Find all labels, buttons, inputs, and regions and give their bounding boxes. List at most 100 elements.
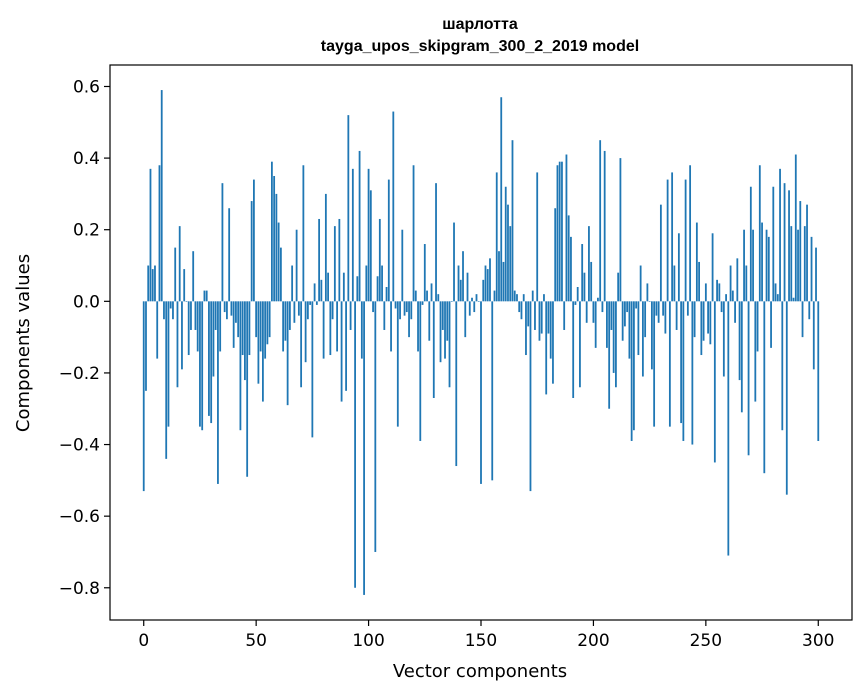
- bar: [336, 301, 338, 352]
- bar: [338, 218, 341, 302]
- bar: [682, 301, 685, 441]
- bar: [684, 179, 687, 302]
- bar: [183, 269, 186, 302]
- bar: [585, 301, 588, 323]
- bar: [662, 301, 665, 316]
- bar: [432, 301, 435, 398]
- bar: [297, 301, 300, 316]
- bar: [313, 283, 316, 302]
- bar: [691, 301, 694, 445]
- bar: [363, 301, 365, 595]
- bar: [570, 236, 572, 302]
- bar: [565, 154, 568, 302]
- bar: [295, 229, 298, 302]
- bar: [556, 165, 559, 302]
- bar: [509, 226, 512, 302]
- bar: [491, 301, 494, 481]
- bar: [716, 279, 718, 302]
- bar: [711, 233, 714, 302]
- y-axis-ticks: −0.8 −0.6 −0.4 −0.2 0.0 0.2 0.4 0.6: [59, 77, 110, 599]
- bar: [738, 301, 741, 381]
- bar: [774, 283, 777, 302]
- bar: [446, 301, 449, 341]
- bar: [414, 290, 417, 302]
- bar: [273, 176, 276, 302]
- bar: [772, 186, 775, 302]
- bar: [408, 301, 410, 338]
- bar: [304, 301, 307, 363]
- bar: [709, 301, 712, 345]
- x-tick-label: 0: [138, 631, 149, 651]
- bar: [217, 301, 219, 484]
- bar: [322, 301, 325, 359]
- bar: [453, 222, 455, 302]
- bar: [794, 154, 797, 302]
- bar: [673, 265, 676, 302]
- bar: [340, 301, 343, 402]
- bar: [594, 301, 597, 348]
- bar: [147, 265, 150, 302]
- bar: [729, 265, 732, 302]
- bar: [522, 294, 525, 302]
- bar: [185, 301, 188, 302]
- bar: [612, 301, 615, 373]
- bar: [435, 183, 437, 302]
- bar: [500, 97, 503, 302]
- bar: [450, 301, 453, 302]
- bar: [387, 179, 390, 302]
- bar: [378, 218, 381, 302]
- bar: [329, 301, 332, 356]
- bar: [626, 301, 629, 313]
- bar: [230, 301, 233, 316]
- bar: [462, 251, 464, 302]
- bar: [740, 301, 743, 413]
- bar: [401, 229, 404, 302]
- bar: [646, 283, 649, 302]
- bar: [223, 301, 226, 313]
- bar: [540, 301, 543, 334]
- bar: [421, 301, 424, 305]
- bar: [671, 172, 674, 302]
- bar: [486, 269, 489, 302]
- bar: [241, 301, 244, 356]
- bar-series: [142, 90, 820, 595]
- bar: [713, 301, 716, 463]
- bar: [545, 301, 548, 395]
- bar: [174, 247, 177, 302]
- x-tick-label: 250: [690, 631, 722, 651]
- bar: [810, 236, 813, 302]
- bar: [693, 301, 696, 338]
- bar: [253, 179, 255, 302]
- bar: [221, 183, 224, 302]
- x-axis-ticks: 0 50 100 150 200 250 300: [138, 620, 834, 651]
- bar: [788, 190, 790, 302]
- x-tick-label: 50: [245, 631, 267, 651]
- bar: [419, 301, 422, 441]
- bar: [621, 301, 624, 341]
- y-axis-label: Components values: [13, 254, 34, 432]
- bar: [309, 301, 312, 305]
- bar: [212, 301, 215, 377]
- bar: [808, 301, 811, 320]
- bar: [286, 301, 289, 406]
- bar: [327, 272, 329, 302]
- bar: [349, 301, 352, 330]
- bar: [210, 301, 213, 424]
- bar: [426, 290, 428, 302]
- bar: [664, 301, 667, 334]
- bar: [385, 287, 388, 302]
- bar: [498, 251, 500, 302]
- bar: [720, 301, 723, 313]
- bar: [178, 226, 181, 302]
- bar: [689, 165, 692, 302]
- bar: [376, 276, 379, 302]
- bar: [702, 301, 705, 341]
- y-tick-label: 0.2: [73, 221, 100, 241]
- y-tick-label: 0.6: [73, 77, 100, 97]
- bar: [156, 301, 159, 359]
- bar: [257, 301, 260, 384]
- bar: [423, 244, 426, 302]
- bar: [165, 301, 168, 459]
- bar: [680, 301, 683, 424]
